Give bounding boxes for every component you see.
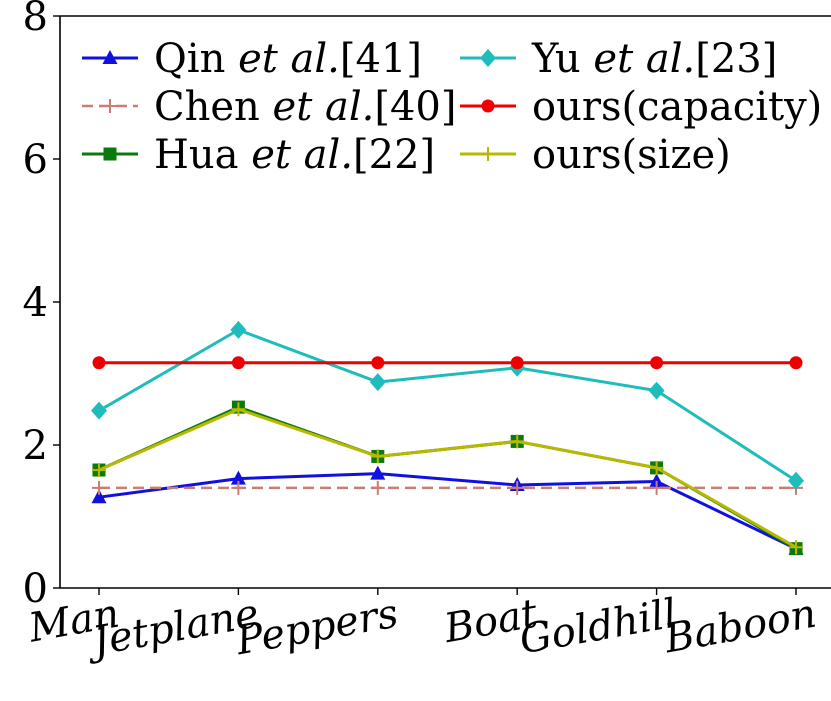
legend-label: ours(size) [532,132,731,178]
series-line [98,407,797,549]
legend-item: Hua et al.[22] [82,132,435,178]
y-tick-label: 6 [23,137,48,183]
data-point [230,470,246,485]
data-point [92,463,106,478]
data-point [92,356,106,370]
data-point [231,402,246,417]
legend-label: Chen et al.[40] [154,84,456,130]
legend: Qin et al.[41]Chen et al.[40]Hua et al.[… [82,36,822,178]
data-point [650,356,664,370]
data-point [370,480,385,495]
data-point [649,473,665,488]
legend-item: Chen et al.[40] [82,84,456,130]
legend-marker [102,50,118,64]
data-point [370,465,386,480]
series-ours-size [92,402,803,555]
data-point [230,320,247,339]
data-point [369,373,386,392]
legend-marker [481,99,495,113]
data-point [649,460,664,475]
legend-label: Hua et al.[22] [154,132,435,178]
legend-label: Qin et al.[41] [154,36,422,82]
legend-item: Qin et al.[41] [82,36,422,82]
legend-marker [480,49,496,67]
x-tick-label: Baboon [660,591,819,663]
data-point [649,480,664,495]
series-chen [92,480,803,495]
data-point [510,480,525,495]
data-point [231,356,245,370]
series-qin [91,465,804,555]
data-point [510,434,525,449]
data-point [370,449,385,464]
data-point [231,480,246,495]
y-tick-label: 4 [23,280,48,326]
data-point [91,489,107,504]
series-line [98,472,797,551]
data-point [371,356,385,370]
data-point [789,356,803,370]
data-point [648,381,665,400]
y-axis-ticks: 0 2 4 6 8 [23,0,60,612]
x-tick-label: Peppers [232,591,402,665]
legend-label: Yu et al.[23] [531,36,777,82]
data-point [789,540,803,555]
data-point [788,471,804,490]
series-line [98,328,797,483]
series-group [91,320,804,556]
data-point [510,356,524,370]
legend-label: ours(capacity) [532,84,822,130]
legend-marker [103,99,117,113]
legend-item: Yu et al.[23] [460,36,777,82]
data-point [91,401,107,420]
series-yu [91,320,804,490]
y-tick-label: 2 [23,423,48,469]
legend-item: ours(size) [460,132,731,178]
y-tick-label: 8 [23,0,48,40]
x-tick-label: Goldhill [516,591,680,664]
y-tick-label: 0 [23,566,48,612]
legend-marker [481,147,495,161]
data-point [92,480,106,495]
legend-item: ours(capacity) [460,84,822,130]
legend-marker [103,147,117,161]
series-ours-capacity [92,356,803,370]
